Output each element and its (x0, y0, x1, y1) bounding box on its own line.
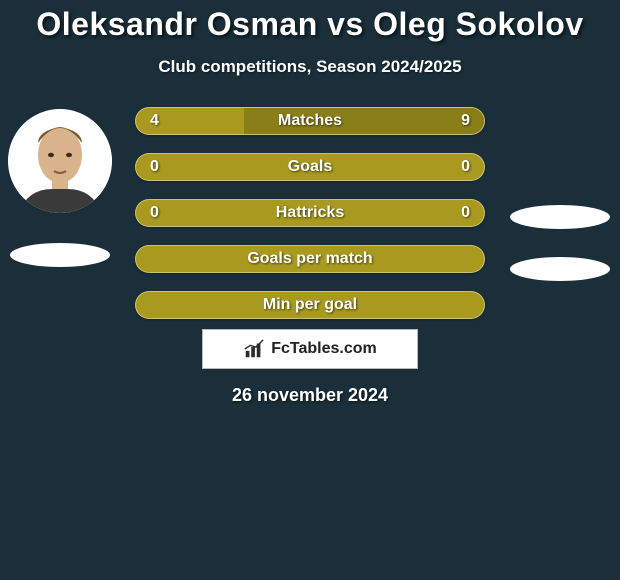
stat-left-value: 4 (150, 112, 159, 130)
player-left-avatar (8, 109, 112, 213)
stat-left-value: 0 (150, 158, 159, 176)
stat-bar-matches: 4 Matches 9 (135, 107, 485, 135)
stat-label: Goals per match (247, 250, 372, 268)
player-right-avatar-blank (508, 107, 612, 211)
date-text: 26 november 2024 (0, 385, 620, 406)
subtitle: Club competitions, Season 2024/2025 (0, 57, 620, 77)
comparison-card: Oleksandr Osman vs Oleg Sokolov Club com… (0, 0, 620, 406)
stat-label: Matches (278, 112, 342, 130)
stat-bar-goals: 0 Goals 0 (135, 153, 485, 181)
stat-right-value: 9 (461, 112, 470, 130)
person-photo-icon (8, 109, 112, 213)
player-left-col (5, 107, 115, 267)
player-right-name-pill-1 (510, 205, 610, 229)
stat-label: Hattricks (276, 204, 344, 222)
stat-right-value: 0 (461, 158, 470, 176)
logo-box: FcTables.com (202, 329, 418, 369)
player-right-col (505, 107, 615, 281)
stat-bar-hattricks: 0 Hattricks 0 (135, 199, 485, 227)
stat-label: Goals (288, 158, 332, 176)
stat-bar-goals-per-match: Goals per match (135, 245, 485, 273)
page-title: Oleksandr Osman vs Oleg Sokolov (0, 6, 620, 43)
chart-icon (243, 338, 265, 360)
stat-bar-min-per-goal: Min per goal (135, 291, 485, 319)
player-right-name-pill-2 (510, 257, 610, 281)
stat-right-value: 0 (461, 204, 470, 222)
stat-label: Min per goal (263, 296, 357, 314)
main-row: 4 Matches 9 0 Goals 0 0 Hattricks 0 Goals per mat… (0, 107, 620, 319)
stat-left-value: 0 (150, 204, 159, 222)
player-left-name-pill (10, 243, 110, 267)
stats-column: 4 Matches 9 0 Goals 0 0 Hattricks 0 Goals per mat… (135, 107, 485, 319)
logo-text: FcTables.com (271, 340, 377, 358)
